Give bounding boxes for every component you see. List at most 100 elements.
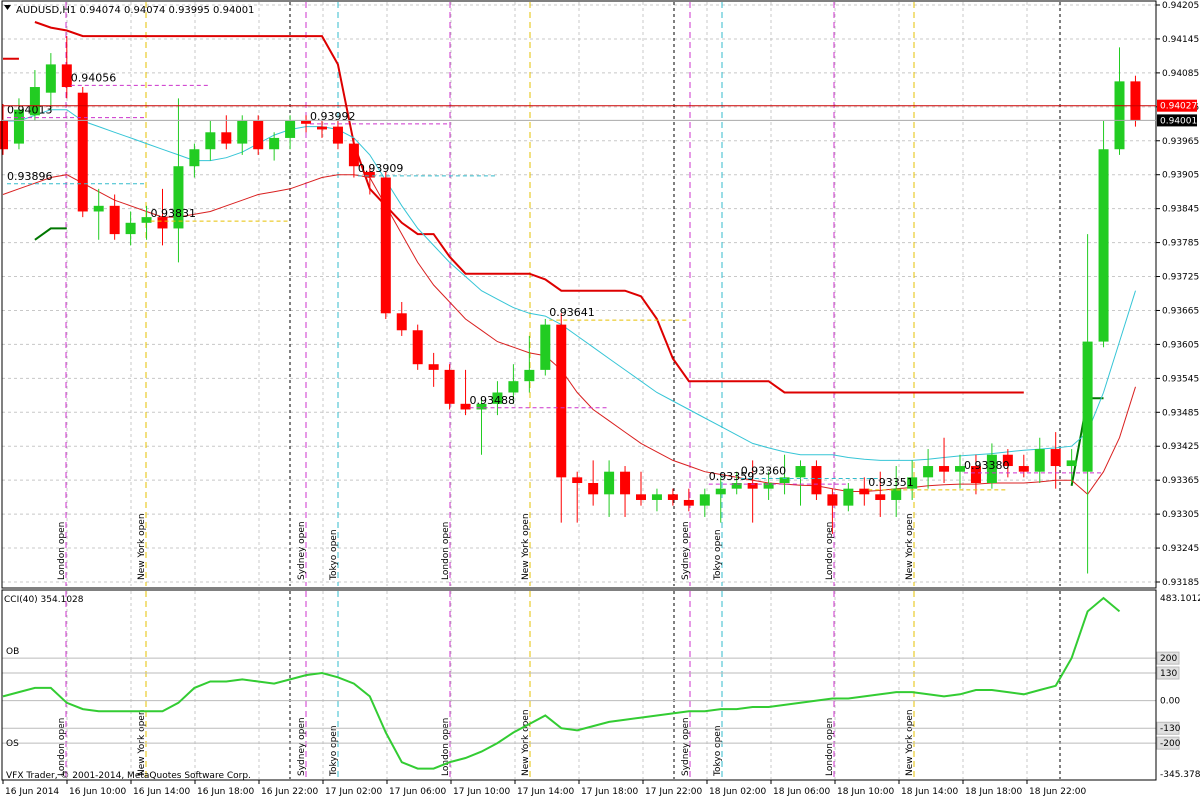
main-panel-frame xyxy=(1,0,1157,589)
time-tick-label: 18 Jun 22:00 xyxy=(1029,787,1086,797)
cci-title: CCI(40) 354.1028 xyxy=(4,595,84,605)
candle-body xyxy=(636,494,646,500)
price-annotation: 0.93351 xyxy=(868,476,914,489)
candle-body xyxy=(604,471,615,495)
candle-body xyxy=(508,381,519,393)
candle-body xyxy=(1002,454,1013,467)
candle-body xyxy=(572,477,583,484)
candle-body xyxy=(1018,466,1029,472)
candle-body xyxy=(13,109,24,144)
time-tick-label: 16 Jun 18:00 xyxy=(197,787,254,797)
candle-body xyxy=(317,126,327,130)
candle-body xyxy=(157,217,168,229)
time-tick-label: 16 Jun 22:00 xyxy=(261,787,318,797)
candle-body xyxy=(380,177,391,314)
candle-body xyxy=(269,137,280,150)
price-annotation: 0.93380 xyxy=(964,459,1010,472)
session-label: London open xyxy=(57,522,67,580)
session-label: Sydney open xyxy=(297,521,307,580)
price-annotation: 0.93909 xyxy=(358,162,404,175)
candle-body xyxy=(141,217,152,223)
price-annotation: 0.93896 xyxy=(7,170,53,183)
session-label-cci: Sydney open xyxy=(297,717,307,776)
candle-body xyxy=(556,324,567,478)
candle-body xyxy=(61,64,72,88)
cci-axis-label: 483.1012 xyxy=(1160,594,1200,604)
time-tick-label: 18 Jun 02:00 xyxy=(709,787,766,797)
time-tick-label: 18 Jun 10:00 xyxy=(837,787,894,797)
time-tick-label: 18 Jun 14:00 xyxy=(901,787,958,797)
candle-body xyxy=(875,494,886,500)
ema-slow-line xyxy=(2,174,1136,496)
price-tick-label: 0.93845 xyxy=(1162,205,1199,215)
price-annotation: 0.93488 xyxy=(470,394,516,407)
time-tick-label: 16 Jun 10:00 xyxy=(69,787,126,797)
candle-body xyxy=(428,364,439,370)
session-label-cci: London open xyxy=(825,718,835,776)
price-tick-label: 0.93365 xyxy=(1162,476,1199,486)
candle-body xyxy=(348,143,359,167)
price-tick-label: 0.94085 xyxy=(1162,69,1199,79)
candle-body xyxy=(396,313,407,331)
candle-body xyxy=(779,477,790,484)
collapse-triangle-icon[interactable] xyxy=(4,5,11,10)
symbol-label: AUDUSD,H1 0.94074 0.94074 0.93995 0.9400… xyxy=(16,5,254,16)
candle-body xyxy=(747,483,758,489)
candle-body xyxy=(1098,149,1109,342)
stop-line-bull xyxy=(34,227,67,241)
cci-axis-label: 200 xyxy=(1160,654,1177,664)
candle-body xyxy=(237,120,248,144)
session-label-cci: Tokyo open xyxy=(713,725,723,777)
copyright-text: VFX Trader, © 2001-2014, MetaQuotes Soft… xyxy=(6,771,251,781)
session-label-cci: Sydney open xyxy=(681,717,691,776)
candle-body xyxy=(859,488,870,495)
os-label: OS xyxy=(6,739,19,749)
price-tick-label: 0.93185 xyxy=(1162,578,1199,588)
candle-body xyxy=(77,92,88,212)
cci-axis-label: 130 xyxy=(1160,669,1177,679)
candle-body xyxy=(125,222,136,235)
candle-body xyxy=(667,494,678,500)
candle-body xyxy=(923,466,934,478)
session-label: Tokyo open xyxy=(329,529,339,581)
candle-body xyxy=(620,471,631,495)
time-tick-label: 17 Jun 22:00 xyxy=(645,787,702,797)
candle-body xyxy=(939,466,950,472)
candle-body xyxy=(1082,341,1093,472)
session-label: New York open xyxy=(905,513,915,580)
cci-panel: 483.1012 200 130 0.00 -130 -200 -345.3783 xyxy=(2,594,1200,780)
candle-body xyxy=(524,369,535,382)
candle-body xyxy=(332,126,343,144)
time-tick-label: 17 Jun 06:00 xyxy=(389,787,446,797)
candle-body xyxy=(683,499,694,506)
last-price-badge xyxy=(1157,114,1197,127)
ob-label: OB xyxy=(6,647,19,657)
candle-body xyxy=(986,454,997,484)
candle-body xyxy=(795,466,806,478)
candle-body xyxy=(1034,449,1045,472)
cci-level-badge xyxy=(1156,651,1180,665)
price-annotation: 0.93831 xyxy=(151,207,197,220)
price-tick-label: 0.93965 xyxy=(1162,137,1199,147)
price-tick-label: 0.93545 xyxy=(1162,374,1199,384)
price-tick-label: 0.93245 xyxy=(1162,544,1199,554)
session-label-cci: London open xyxy=(57,718,67,776)
price-tick-label: 0.93425 xyxy=(1162,442,1199,452)
session-label: Sydney open xyxy=(681,521,691,580)
candle-body xyxy=(444,369,455,404)
cci-axis-label: -130 xyxy=(1160,724,1181,734)
candle-body xyxy=(970,466,981,484)
candles[interactable] xyxy=(0,36,1141,574)
candle-body xyxy=(0,120,8,150)
cci-line xyxy=(2,596,1121,770)
candle-body xyxy=(460,403,471,410)
time-tick-label: 16 Jun 14:00 xyxy=(133,787,190,797)
candle-body xyxy=(364,171,375,178)
candle-body xyxy=(891,488,902,500)
candle-body xyxy=(731,483,742,489)
session-label: New York open xyxy=(521,513,531,580)
cci-axis-label: 0.00 xyxy=(1160,697,1180,707)
